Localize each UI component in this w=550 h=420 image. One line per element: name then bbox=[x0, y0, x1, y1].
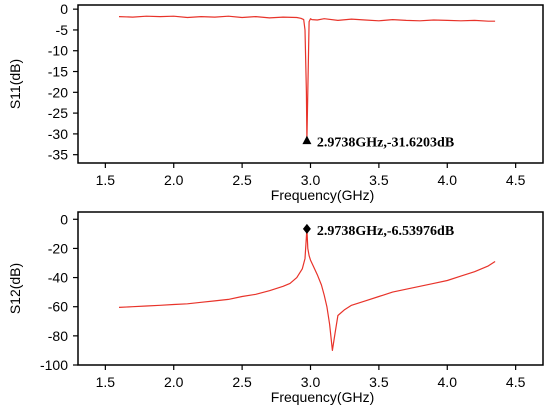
y-tick-label: -100 bbox=[40, 357, 68, 373]
chart-2: 1.5 2.0 2.5 3.0 3.5 4.0 4.5 0 -20 -40 -60 -80 -100 Fr… bbox=[7, 211, 544, 405]
x-tick-label: 1.5 bbox=[96, 374, 116, 390]
x-tick-label: 4.0 bbox=[438, 172, 458, 188]
y-axis-title: S12(dB) bbox=[7, 263, 23, 314]
y-axis-title: S11(dB) bbox=[7, 59, 23, 109]
series-line bbox=[118, 228, 496, 351]
x-tick-label: 4.0 bbox=[438, 374, 458, 390]
x-tick-label: 2.0 bbox=[164, 374, 184, 390]
x-tick-label: 3.5 bbox=[369, 172, 389, 188]
x-tick-label: 2.0 bbox=[164, 172, 184, 188]
marker-annotation: 2.9738GHz,-31.6203dB bbox=[317, 136, 454, 151]
x-tick-label: 3.5 bbox=[369, 374, 389, 390]
x-tick-label: 4.5 bbox=[506, 374, 526, 390]
chart-1: 1.5 2.0 2.5 3.0 3.5 4.0 4.5 0 -5 -10 -15 -20 -25 -30 -… bbox=[7, 1, 544, 203]
x-tick-label: 4.5 bbox=[506, 172, 526, 188]
y-tick-label: -10 bbox=[48, 43, 68, 59]
y-tick-label: 0 bbox=[60, 211, 68, 227]
y-tick-label: -20 bbox=[48, 84, 68, 100]
y-tick-label: -80 bbox=[48, 328, 68, 344]
y-tick-label: -5 bbox=[56, 22, 69, 38]
y-tick-label: -25 bbox=[48, 105, 68, 121]
x-tick-label: 1.5 bbox=[96, 172, 116, 188]
marker-annotation: 2.9738GHz,-6.53976dB bbox=[317, 224, 454, 239]
y-tick-label: -15 bbox=[48, 64, 68, 80]
x-tick-label: 3.0 bbox=[301, 172, 321, 188]
x-tick-label: 2.5 bbox=[232, 374, 252, 390]
y-tick-label: -20 bbox=[48, 240, 68, 256]
x-axis-title: Frequency(GHz) bbox=[271, 389, 374, 405]
series-line bbox=[118, 15, 496, 142]
x-tick-label: 3.0 bbox=[301, 374, 321, 390]
y-tick-label: -30 bbox=[48, 126, 68, 142]
x-tick-label: 2.5 bbox=[232, 172, 252, 188]
y-tick-label: -60 bbox=[48, 299, 68, 315]
x-axis-title: Frequency(GHz) bbox=[271, 187, 374, 203]
plot-frame bbox=[77, 211, 544, 366]
plot-frame bbox=[77, 4, 544, 164]
y-tick-label: -40 bbox=[48, 270, 68, 286]
y-tick-label: 0 bbox=[60, 1, 68, 17]
min-marker bbox=[302, 135, 312, 145]
y-tick-label: -35 bbox=[48, 147, 68, 163]
peak-marker bbox=[302, 223, 311, 234]
